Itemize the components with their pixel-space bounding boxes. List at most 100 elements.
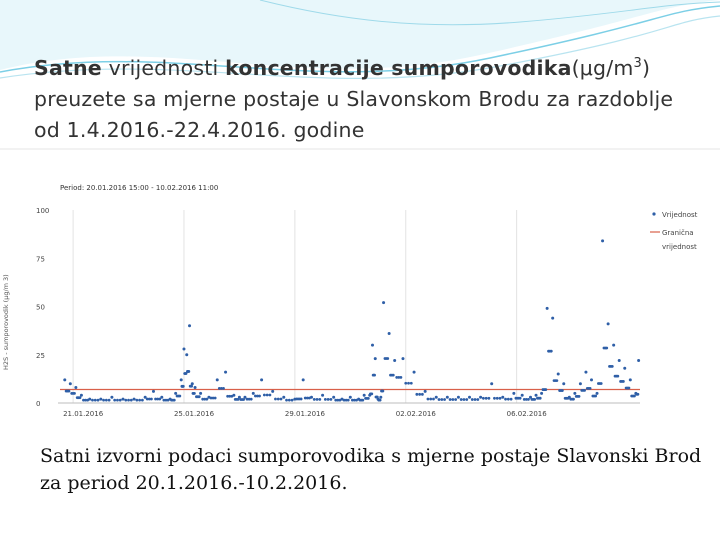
data-point bbox=[164, 398, 168, 402]
data-point bbox=[462, 398, 466, 401]
data-point bbox=[193, 386, 197, 390]
data-point bbox=[555, 379, 559, 382]
data-point bbox=[156, 397, 160, 401]
data-point bbox=[336, 398, 340, 402]
data-point bbox=[67, 389, 71, 393]
data-point bbox=[562, 382, 566, 386]
data-point bbox=[205, 397, 209, 401]
data-point bbox=[68, 382, 72, 386]
data-point bbox=[256, 394, 259, 398]
data-point bbox=[102, 398, 105, 402]
chart-panel: 21.01.2016 25.01.2016 29.01.2016 02.02.2016… bbox=[0, 150, 720, 440]
data-point bbox=[518, 396, 522, 400]
data-point bbox=[549, 349, 553, 353]
data-point bbox=[588, 387, 592, 390]
data-point bbox=[140, 398, 144, 402]
x-tick-label: 02.02.2016 bbox=[396, 410, 437, 418]
y-tick-label: 100 bbox=[36, 207, 49, 215]
data-point bbox=[315, 397, 319, 401]
data-point bbox=[276, 397, 280, 401]
data-point bbox=[459, 398, 463, 401]
data-point bbox=[326, 397, 330, 401]
legend-label-granicna: Granična vrijednost bbox=[662, 229, 697, 251]
data-point bbox=[342, 398, 346, 402]
data-point bbox=[93, 398, 97, 402]
data-point bbox=[290, 398, 294, 402]
data-point bbox=[361, 398, 365, 402]
data-point bbox=[445, 395, 449, 399]
data-point bbox=[387, 332, 391, 336]
data-point bbox=[373, 357, 377, 361]
data-point bbox=[332, 395, 336, 399]
data-point bbox=[623, 366, 627, 370]
data-point bbox=[160, 395, 164, 399]
slide-title: Satne vrijednosti koncentracije sumporov… bbox=[34, 48, 694, 146]
data-point bbox=[468, 395, 472, 399]
legend-marker-vrijednost bbox=[652, 212, 656, 216]
data-point bbox=[409, 381, 413, 385]
data-point bbox=[605, 346, 609, 350]
data-point bbox=[334, 398, 338, 402]
data-point bbox=[407, 381, 410, 385]
header-swoosh-decoration bbox=[0, 0, 720, 79]
data-point bbox=[192, 391, 196, 395]
data-point bbox=[584, 370, 588, 374]
data-points bbox=[63, 239, 641, 402]
data-point bbox=[415, 392, 419, 396]
data-point bbox=[621, 380, 625, 383]
axes: 21.01.2016 25.01.2016 29.01.2016 02.02.2016… bbox=[36, 207, 640, 418]
data-point bbox=[197, 395, 201, 399]
data-point bbox=[321, 393, 325, 397]
data-point bbox=[578, 382, 582, 386]
data-point bbox=[520, 393, 524, 397]
data-point bbox=[265, 393, 269, 397]
data-point bbox=[220, 387, 223, 390]
data-point bbox=[279, 397, 283, 401]
title-part-4: 3 bbox=[633, 56, 643, 71]
data-point bbox=[312, 397, 316, 401]
data-point bbox=[423, 389, 427, 393]
data-point bbox=[524, 397, 528, 401]
data-point bbox=[247, 397, 251, 401]
data-point bbox=[348, 395, 352, 399]
data-point bbox=[154, 397, 157, 401]
y-tick-label: 75 bbox=[36, 255, 45, 263]
data-point bbox=[242, 398, 245, 401]
slide-caption: Satni izvorni podaci sumporovodika s mje… bbox=[40, 445, 702, 494]
data-point bbox=[82, 398, 85, 402]
data-point bbox=[309, 395, 313, 399]
data-point bbox=[217, 387, 221, 390]
x-tick-label: 21.01.2016 bbox=[63, 410, 104, 418]
data-point bbox=[479, 395, 483, 399]
title-part-1: vrijednosti bbox=[101, 55, 226, 80]
data-point bbox=[437, 398, 441, 401]
data-point bbox=[594, 394, 598, 398]
data-point bbox=[184, 372, 188, 375]
data-point bbox=[199, 391, 203, 395]
data-point bbox=[118, 398, 122, 402]
data-point bbox=[512, 391, 516, 395]
data-point bbox=[301, 378, 305, 382]
data-point bbox=[104, 398, 108, 402]
data-point bbox=[589, 378, 593, 382]
data-point bbox=[556, 372, 560, 376]
data-point bbox=[601, 239, 605, 243]
data-point bbox=[451, 398, 455, 401]
data-point bbox=[617, 359, 621, 363]
data-point bbox=[506, 397, 510, 401]
data-point bbox=[285, 398, 288, 402]
data-point bbox=[213, 396, 217, 400]
data-point bbox=[395, 375, 399, 379]
data-point bbox=[493, 396, 496, 400]
data-point bbox=[143, 395, 147, 399]
data-point bbox=[299, 397, 303, 401]
data-point bbox=[366, 396, 370, 400]
data-point bbox=[79, 393, 83, 397]
data-point bbox=[121, 397, 125, 401]
data-point bbox=[243, 395, 247, 399]
x-tick-label: 29.01.2016 bbox=[285, 410, 326, 418]
data-point bbox=[237, 395, 241, 399]
x-tick-label: 06.02.2016 bbox=[507, 410, 548, 418]
data-point bbox=[271, 389, 275, 393]
data-point bbox=[138, 398, 142, 402]
